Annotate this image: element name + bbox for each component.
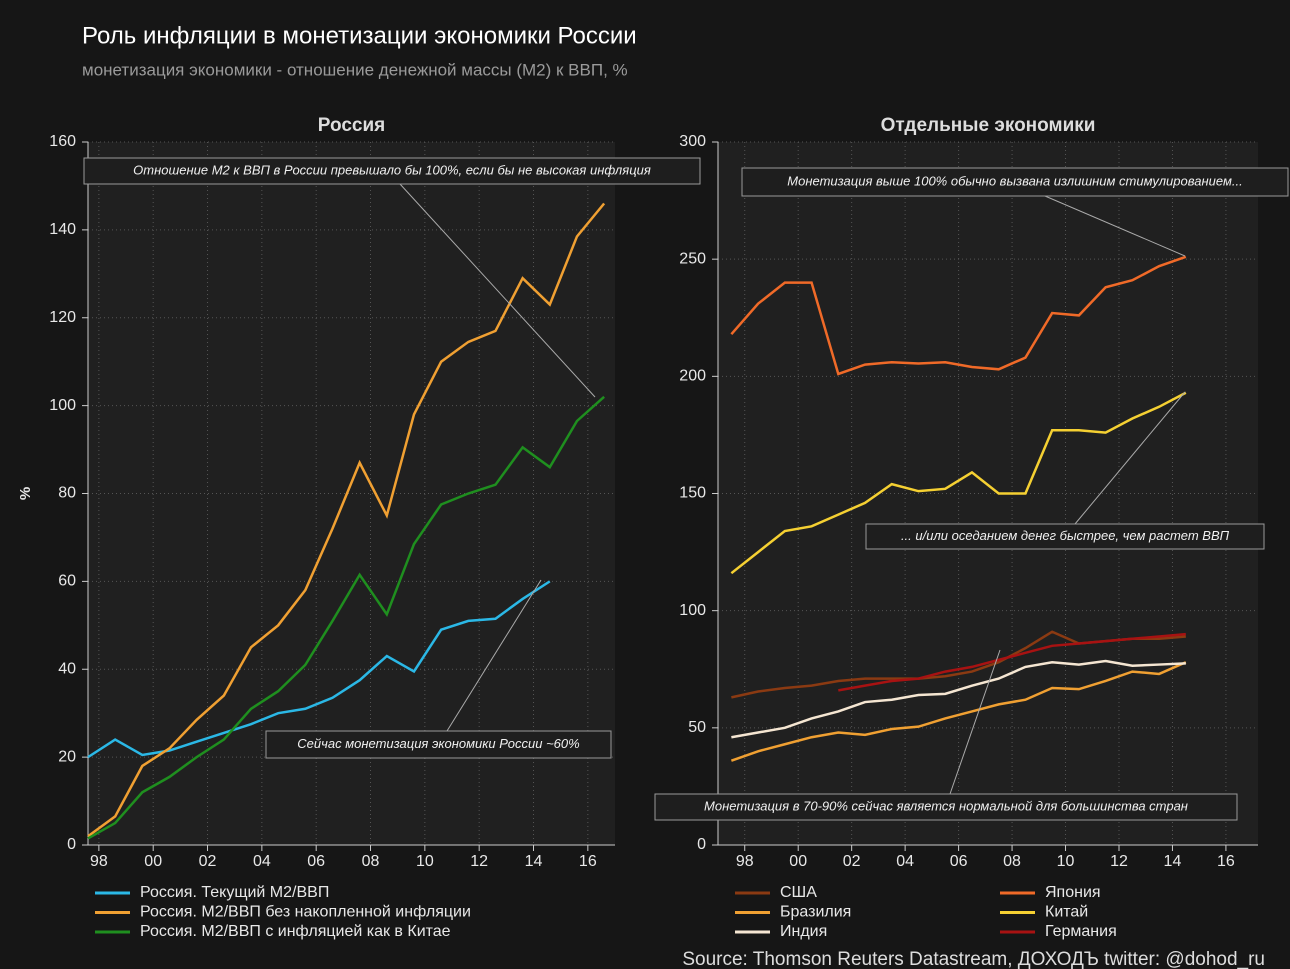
legend-label: Китай	[1045, 904, 1088, 921]
legend-label: Индия	[780, 923, 827, 940]
plot-area	[718, 142, 1258, 845]
y-tick-label: 50	[688, 719, 706, 736]
legend-label: Россия. Текущий М2/ВВП	[140, 884, 329, 901]
annotation: Монетизация в 70-90% сейчас является нор…	[704, 798, 1188, 813]
y-tick-label: 100	[679, 602, 706, 619]
x-tick-label: 02	[843, 853, 861, 870]
x-tick-label: 12	[470, 853, 488, 870]
leader-line	[446, 579, 542, 732]
annotation: Монетизация выше 100% обычно вызвана изл…	[787, 173, 1242, 188]
y-tick-label: 0	[697, 836, 706, 853]
x-tick-label: 14	[1164, 853, 1182, 870]
leader-line	[949, 649, 1001, 795]
annotation-box	[654, 793, 1238, 821]
x-tick-label: 08	[362, 853, 380, 870]
page-title: Роль инфляции в монетизации экономики Ро…	[82, 22, 637, 49]
y-tick-label: 250	[679, 250, 706, 267]
legend-label: Россия. М2/ВВП без накопленной инфляции	[140, 904, 471, 921]
x-tick-label: 06	[950, 853, 968, 870]
series-line	[731, 659, 1186, 739]
legend-label: Германия	[1045, 923, 1117, 940]
legend-label: Япония	[1045, 884, 1101, 901]
y-tick-label: 160	[49, 133, 76, 150]
x-tick-label: 02	[199, 853, 217, 870]
y-tick-label: 60	[58, 573, 76, 590]
series-line	[87, 202, 606, 838]
y-tick-label: 80	[58, 485, 76, 502]
series-line	[730, 255, 1187, 376]
annotation-box	[265, 730, 612, 759]
x-tick-label: 00	[144, 853, 162, 870]
series-line	[730, 391, 1187, 575]
annotation: Отношение М2 к ВВП в России превышало бы…	[133, 162, 651, 177]
x-tick-label: 16	[1217, 853, 1235, 870]
leader-line	[399, 183, 596, 398]
y-tick-label: 0	[67, 836, 76, 853]
page-subtitle: монетизация экономики - отношение денежн…	[82, 60, 628, 79]
x-tick-label: 10	[1057, 853, 1075, 870]
y-tick-label: 100	[49, 397, 76, 414]
annotation-box	[83, 157, 701, 185]
x-tick-label: 98	[736, 853, 754, 870]
source: Source: Thomson Reuters Datastream, ДОХО…	[682, 949, 1265, 969]
y-tick-label: 300	[679, 133, 706, 150]
y-tick-label: 120	[49, 309, 76, 326]
y-tick-label: 40	[58, 660, 76, 677]
leader-line	[1044, 195, 1186, 257]
y-tick-label: 200	[679, 368, 706, 385]
annotation-box	[865, 523, 1265, 550]
chart-title: Отдельные экономики	[881, 115, 1096, 136]
x-tick-label: 16	[579, 853, 597, 870]
y-tick-label: 150	[679, 485, 706, 502]
y-tick-label: 20	[58, 748, 76, 765]
x-tick-label: 04	[253, 853, 271, 870]
annotation: Сейчас монетизация экономики России ~60%	[297, 736, 579, 751]
chart-title: Россия	[318, 115, 385, 136]
series-line	[730, 661, 1187, 762]
x-tick-label: 04	[896, 853, 914, 870]
x-tick-label: 98	[90, 853, 108, 870]
x-tick-label: 12	[1110, 853, 1128, 870]
x-tick-label: 14	[525, 853, 543, 870]
legend-label: США	[780, 884, 817, 901]
x-tick-label: 10	[416, 853, 434, 870]
y-axis-label: %	[17, 487, 34, 500]
series-line	[838, 632, 1186, 692]
legend-label: Россия. М2/ВВП с инфляцией как в Китае	[140, 923, 451, 940]
annotation-box	[741, 167, 1289, 197]
plot-area	[88, 142, 615, 845]
y-tick-label: 140	[49, 221, 76, 238]
series-line	[87, 395, 605, 840]
x-tick-label: 00	[789, 853, 807, 870]
annotation: ... и/или оседанием денег быстрее, чем р…	[901, 528, 1230, 543]
x-tick-label: 08	[1003, 853, 1021, 870]
legend-label: Бразилия	[780, 904, 851, 921]
x-tick-label: 06	[307, 853, 325, 870]
leader-line	[1074, 391, 1186, 525]
